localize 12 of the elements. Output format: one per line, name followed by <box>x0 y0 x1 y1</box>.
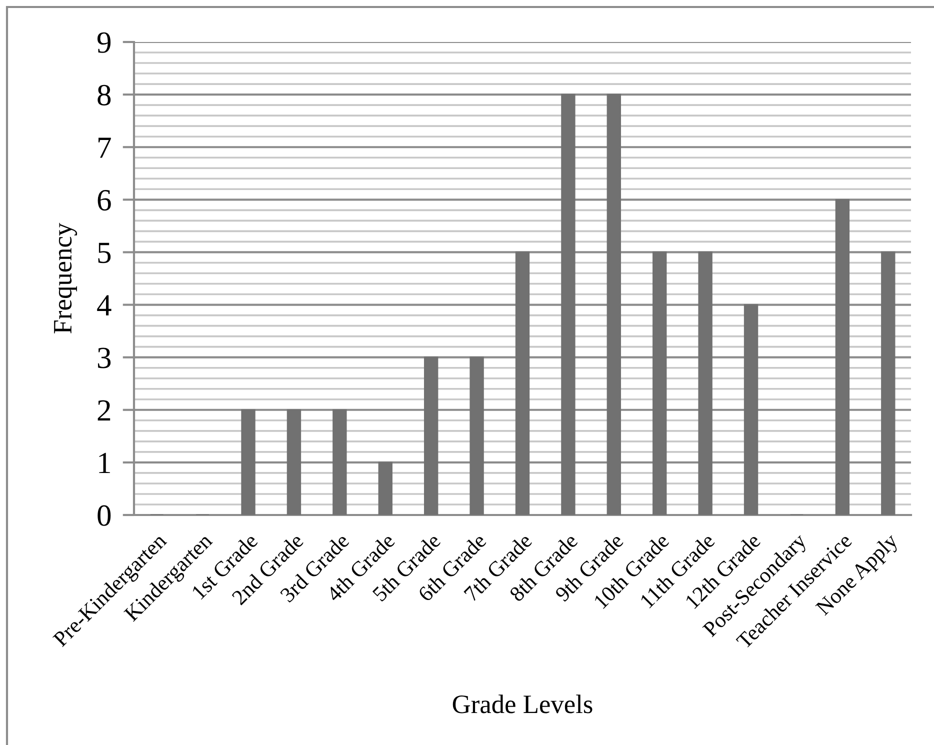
y-tick-label: 9 <box>97 32 111 53</box>
y-tick-label: 3 <box>98 348 111 368</box>
y-tick-label: 2 <box>98 400 110 420</box>
y-tick-label: 8 <box>98 84 111 106</box>
y-tick-label: 0 <box>98 505 111 526</box>
x-axis-title: Grade Levels <box>452 694 592 714</box>
y-tick-label: 5 <box>98 242 111 264</box>
y-tick-label: 1 <box>99 452 110 474</box>
y-tick-label: 4 <box>97 295 112 316</box>
y-axis-title: Frequency <box>54 222 78 334</box>
y-tick-label: 7 <box>98 138 111 158</box>
y-tick-label: 6 <box>98 190 111 211</box>
